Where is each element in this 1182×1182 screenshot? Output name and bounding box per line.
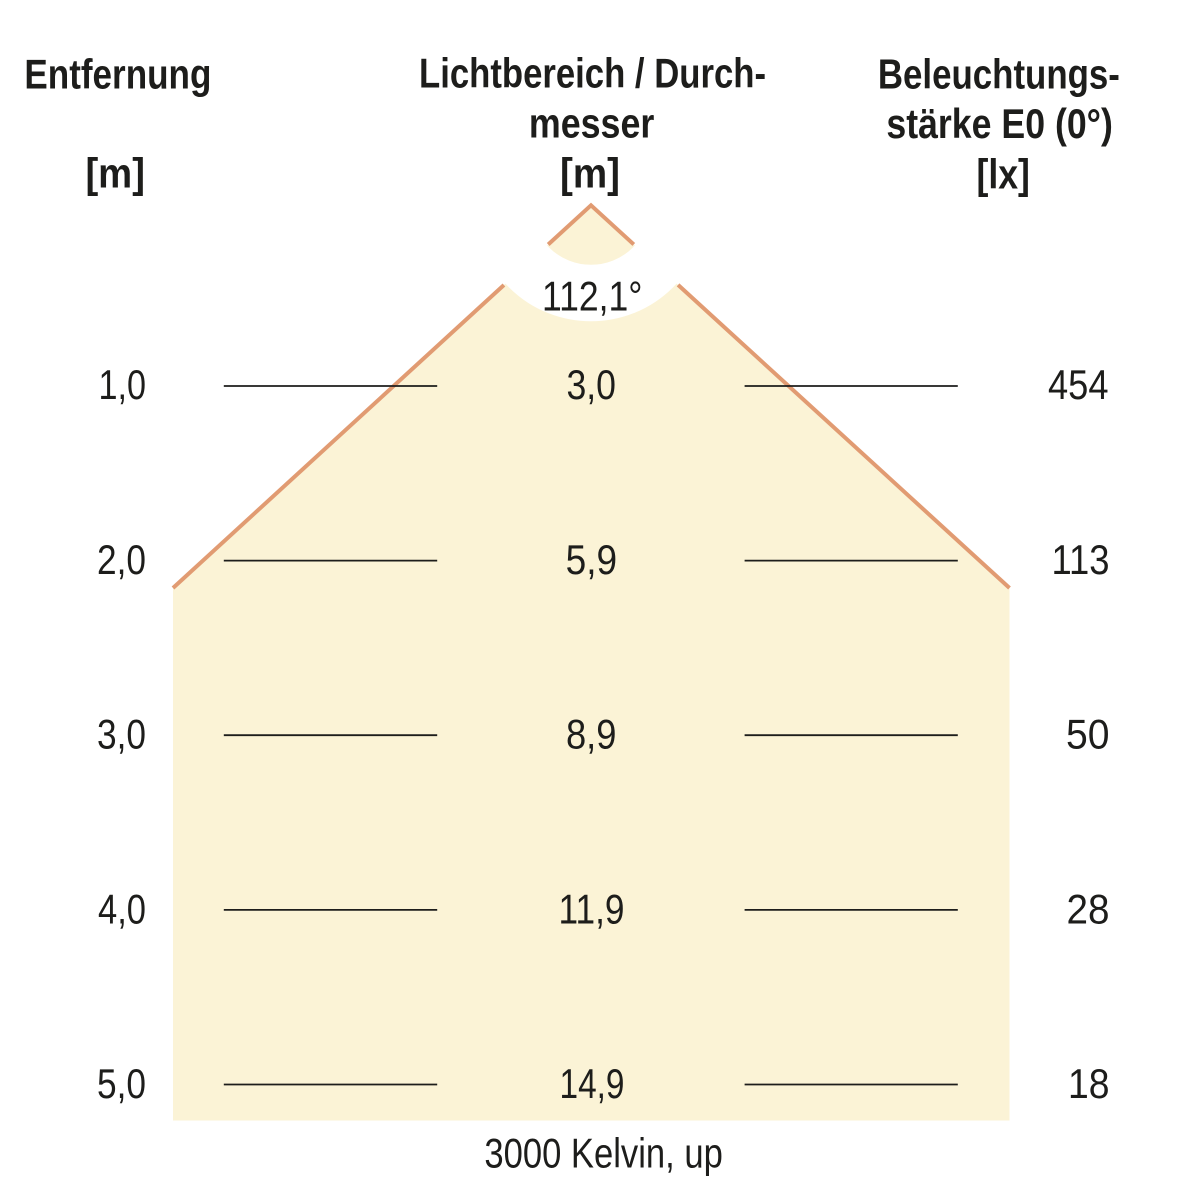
svg-text:1,0: 1,0	[99, 361, 147, 408]
svg-text:5,9: 5,9	[566, 536, 618, 583]
svg-text:[m]: [m]	[560, 150, 620, 197]
svg-text:3,0: 3,0	[97, 711, 146, 758]
svg-text:14,9: 14,9	[560, 1060, 625, 1107]
svg-text:8,9: 8,9	[566, 711, 617, 758]
svg-text:2,0: 2,0	[97, 536, 146, 583]
svg-text:50: 50	[1066, 711, 1110, 758]
svg-text:11,9: 11,9	[559, 885, 625, 932]
svg-text:stärke E0 (0°): stärke E0 (0°)	[886, 100, 1113, 147]
svg-text:Lichtbereich / Durch-: Lichtbereich / Durch-	[419, 50, 766, 97]
svg-text:18: 18	[1068, 1060, 1110, 1107]
svg-text:[m]: [m]	[85, 150, 145, 197]
svg-text:3,0: 3,0	[566, 361, 616, 408]
svg-text:28: 28	[1067, 885, 1110, 932]
svg-text:[lx]: [lx]	[976, 151, 1030, 198]
svg-text:messer: messer	[529, 100, 655, 147]
svg-text:Beleuchtungs-: Beleuchtungs-	[878, 51, 1120, 98]
svg-text:5,0: 5,0	[97, 1060, 146, 1107]
svg-text:3000 Kelvin, up: 3000 Kelvin, up	[484, 1130, 723, 1177]
svg-text:4,0: 4,0	[98, 885, 146, 932]
svg-text:112,1°: 112,1°	[542, 273, 643, 320]
svg-text:Entfernung: Entfernung	[24, 51, 211, 98]
svg-text:454: 454	[1048, 361, 1109, 408]
svg-text:113: 113	[1052, 536, 1110, 583]
